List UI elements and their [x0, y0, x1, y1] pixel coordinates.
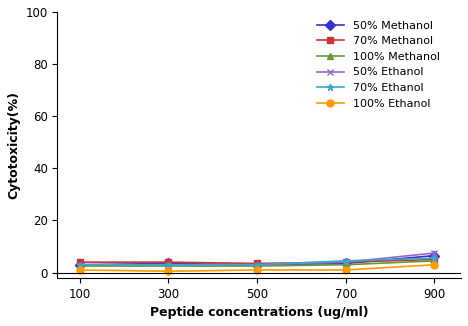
100% Ethanol	[166, 269, 171, 273]
70% Ethanol	[343, 259, 349, 263]
Line: 50% Ethanol: 50% Ethanol	[76, 249, 438, 268]
Line: 70% Methanol: 70% Methanol	[76, 256, 438, 267]
Line: 50% Methanol: 50% Methanol	[76, 252, 438, 268]
50% Ethanol	[166, 263, 171, 267]
100% Ethanol	[77, 268, 82, 272]
100% Methanol	[166, 264, 171, 268]
Line: 100% Methanol: 100% Methanol	[76, 257, 438, 270]
100% Methanol	[343, 263, 349, 267]
70% Methanol	[166, 260, 171, 264]
100% Ethanol	[254, 268, 260, 272]
50% Ethanol	[254, 263, 260, 267]
70% Ethanol	[166, 263, 171, 267]
70% Methanol	[77, 260, 82, 264]
Legend: 50% Methanol, 70% Methanol, 100% Methanol, 50% Ethanol, 70% Ethanol, 100% Ethano: 50% Methanol, 70% Methanol, 100% Methano…	[313, 18, 444, 112]
70% Methanol	[254, 261, 260, 265]
100% Ethanol	[343, 268, 349, 272]
100% Methanol	[431, 259, 437, 263]
50% Ethanol	[343, 260, 349, 264]
50% Ethanol	[77, 263, 82, 267]
100% Methanol	[77, 264, 82, 268]
100% Methanol	[254, 264, 260, 268]
70% Methanol	[431, 258, 437, 261]
Line: 70% Ethanol: 70% Ethanol	[76, 255, 438, 268]
50% Ethanol	[431, 251, 437, 255]
50% Methanol	[77, 263, 82, 267]
70% Methanol	[343, 260, 349, 264]
70% Ethanol	[431, 256, 437, 260]
50% Methanol	[254, 263, 260, 267]
100% Ethanol	[431, 263, 437, 267]
Line: 100% Ethanol: 100% Ethanol	[76, 261, 438, 275]
50% Methanol	[343, 261, 349, 265]
50% Methanol	[431, 254, 437, 258]
50% Methanol	[166, 261, 171, 265]
70% Ethanol	[77, 263, 82, 267]
X-axis label: Peptide concentrations (ug/ml): Peptide concentrations (ug/ml)	[150, 306, 369, 319]
Y-axis label: Cytotoxicity(%): Cytotoxicity(%)	[7, 91, 20, 199]
70% Ethanol	[254, 263, 260, 267]
